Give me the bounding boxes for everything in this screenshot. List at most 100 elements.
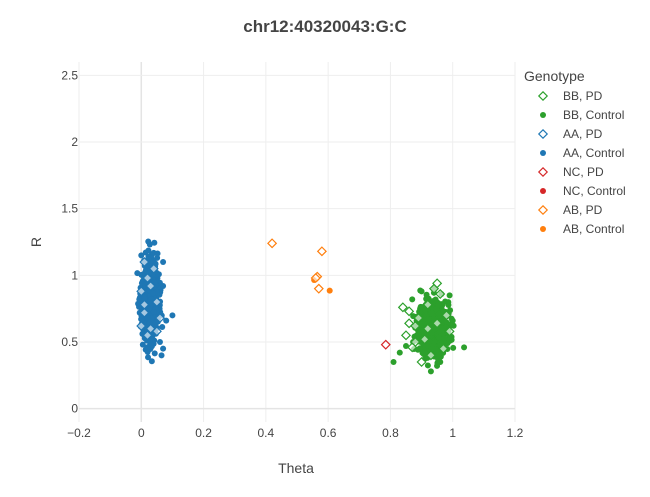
diamond-marker (422, 299, 433, 310)
diamond-marker (154, 312, 166, 324)
diamond-marker (413, 312, 424, 324)
y-tick-label: 1 (71, 268, 78, 282)
circle-marker (169, 312, 176, 319)
legend-item[interactable]: NC, PD (537, 165, 604, 179)
legend-item[interactable]: AA, PD (537, 127, 603, 141)
circle-marker (429, 345, 436, 352)
legend-diamond-icon (537, 128, 549, 140)
circle-marker (160, 283, 167, 289)
legend-label: AB, PD (563, 203, 603, 217)
legend-title: Genotype (524, 68, 585, 84)
circle-marker (419, 349, 426, 356)
y-axis-title: R (28, 237, 44, 247)
circle-marker (418, 288, 425, 295)
circle-marker (160, 345, 167, 352)
circle-marker (446, 336, 453, 343)
diamond-marker (148, 263, 159, 274)
diamond-marker (416, 356, 427, 368)
circle-marker (435, 301, 442, 308)
diamond-marker (425, 350, 436, 361)
x-tick-label: 0 (138, 426, 145, 440)
legend-label: AA, PD (563, 127, 603, 141)
diamond-marker (142, 330, 153, 341)
circle-marker (442, 298, 449, 305)
circle-marker (163, 317, 170, 324)
circle-marker (447, 307, 454, 314)
diamond-marker (145, 280, 156, 292)
circle-marker (427, 368, 434, 375)
legend-item[interactable]: BB, PD (537, 89, 603, 103)
series-ab-pd (267, 238, 327, 294)
legend-circle-icon (540, 226, 546, 232)
x-tick-labels: −0.2 0 0.2 0.4 0.6 0.8 1 1.2 (67, 426, 524, 440)
legend-label: BB, Control (563, 108, 624, 122)
circle-marker (437, 359, 444, 365)
circle-marker (461, 344, 468, 351)
circle-marker (142, 249, 149, 256)
circle-marker (141, 295, 148, 302)
circle-marker (421, 307, 428, 314)
circle-marker (436, 334, 443, 341)
diamond-marker (267, 238, 278, 249)
diamond-marker (444, 326, 455, 337)
circle-marker (446, 292, 453, 299)
legend-item[interactable]: AB, PD (537, 203, 603, 217)
legend: Genotype BB, PD BB, Control AA, PD AA, Cont… (524, 68, 626, 236)
x-tick-label: 0.6 (320, 426, 337, 440)
y-tick-label: 1.5 (61, 202, 78, 216)
x-tick-label: 0.2 (195, 426, 212, 440)
circle-marker (145, 354, 152, 361)
legend-item[interactable]: NC, Control (540, 184, 626, 198)
legend-item[interactable]: AB, Control (540, 222, 624, 236)
circle-marker (425, 295, 432, 302)
y-tick-label: 0 (71, 402, 78, 416)
circle-marker (415, 331, 422, 338)
diamond-marker (410, 336, 421, 348)
diamond-marker (400, 330, 412, 341)
diamond-marker (432, 318, 443, 329)
diamond-marker (419, 334, 430, 345)
diamond-marker (422, 323, 433, 334)
circle-marker (429, 298, 436, 305)
legend-item[interactable]: AA, Control (540, 146, 624, 160)
series-bb-pd (397, 278, 455, 368)
diamond-marker (136, 286, 147, 297)
diamond-marker (313, 283, 324, 294)
x-tick-label: 0.8 (382, 426, 399, 440)
circle-marker (151, 239, 158, 246)
diamond-marker (316, 246, 327, 257)
diamond-marker (142, 272, 153, 284)
legend-circle-icon (540, 188, 546, 194)
x-axis-title: Theta (278, 460, 314, 476)
diamond-marker (397, 302, 408, 313)
circle-marker (436, 310, 443, 317)
series-nc-pd (380, 339, 391, 350)
circle-marker (160, 259, 167, 265)
series-aa-pd (136, 256, 166, 341)
circle-marker (139, 341, 146, 348)
legend-circle-icon (540, 150, 546, 156)
circle-marker (150, 308, 157, 315)
y-tick-label: 2 (71, 135, 78, 149)
circle-marker (134, 270, 141, 277)
legend-item[interactable]: BB, Control (540, 108, 624, 122)
circle-marker (159, 324, 166, 331)
circle-marker (416, 345, 423, 352)
circle-marker (156, 339, 163, 345)
chart-title: chr12:40320043:G:C (243, 17, 406, 36)
diamond-marker (139, 299, 150, 310)
circle-marker (145, 238, 152, 245)
legend-circle-icon (540, 112, 546, 118)
diamond-marker (380, 339, 391, 350)
circle-marker (149, 290, 156, 297)
circle-marker (158, 352, 165, 359)
legend-label: NC, Control (563, 184, 626, 198)
circle-marker (326, 287, 333, 294)
diamond-marker (432, 278, 443, 289)
y-tick-labels: 0 0.5 1 1.5 2 2.5 (61, 68, 78, 415)
diamond-marker (151, 326, 162, 337)
circle-marker (151, 350, 158, 357)
circle-marker (441, 335, 448, 342)
